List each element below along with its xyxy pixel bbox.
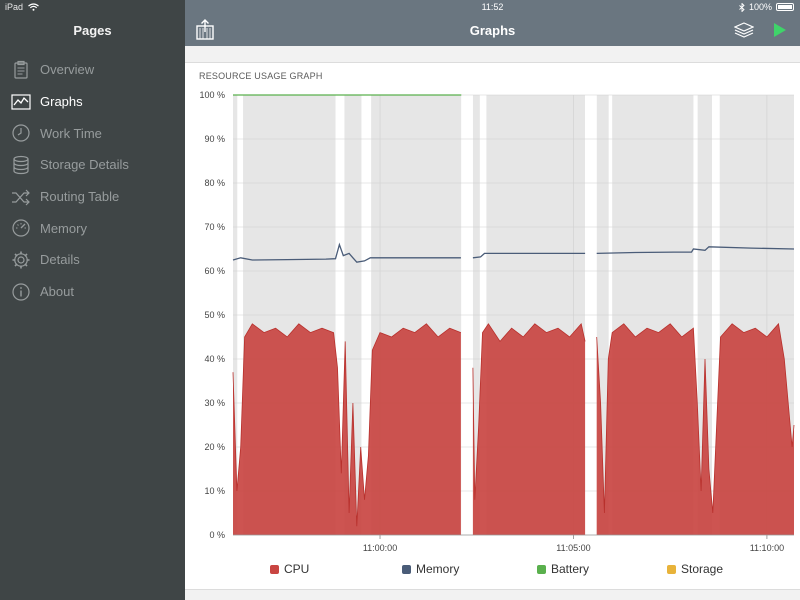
shuffle-icon	[11, 187, 31, 207]
legend-label: Storage	[681, 562, 724, 576]
cpu-area	[472, 323, 586, 535]
sidebar-item-label: Storage Details	[40, 157, 129, 173]
sidebar-item-label: Work Time	[40, 125, 102, 141]
layers-icon[interactable]	[734, 21, 754, 39]
info-icon	[11, 282, 31, 302]
share-icon[interactable]	[195, 18, 215, 40]
battery-icon	[776, 3, 794, 11]
clock: 11:52	[481, 2, 504, 12]
legend-item-cpu[interactable]: CPU	[270, 562, 309, 576]
play-icon[interactable]	[772, 21, 788, 39]
sidebar-item-label: Details	[40, 252, 80, 268]
sidebar-item-label: Graphs	[40, 94, 83, 110]
wifi-icon	[28, 3, 39, 11]
sidebar-item-label: Memory	[40, 220, 87, 236]
y-tick-label: 80 %	[204, 178, 225, 188]
chart-legend: CPU Memory Battery Storage	[185, 562, 800, 582]
sidebar-item-routing-table[interactable]: Routing Table	[0, 181, 185, 213]
legend-item-memory[interactable]: Memory	[402, 562, 459, 576]
data-gap	[585, 95, 597, 537]
nav-bar: 11:52 100% Graphs	[185, 0, 800, 46]
sidebar-item-overview[interactable]: Overview	[0, 54, 185, 86]
legend-label: Memory	[416, 562, 460, 576]
sidebar-item-details[interactable]: Details	[0, 244, 185, 276]
status-bar-left: iPad	[0, 0, 185, 14]
legend-item-storage[interactable]: Storage	[667, 562, 723, 576]
y-tick-label: 40 %	[204, 354, 225, 364]
y-tick-label: 90 %	[204, 134, 225, 144]
database-icon	[11, 155, 31, 175]
battery-percent: 100%	[748, 2, 772, 12]
data-gap	[461, 95, 473, 537]
legend-label: CPU	[284, 562, 310, 576]
resource-usage-chart: 0 % 10 % 20 % 30 % 40 % 50 % 60 % 70 % 80 % 90 % 1…	[199, 90, 795, 553]
y-tick-label: 60 %	[204, 266, 225, 276]
legend-label: Battery	[551, 562, 590, 576]
bluetooth-icon	[739, 2, 745, 12]
memory-line	[232, 242, 461, 263]
sidebar: iPad Pages Overview Graphs Work Time Storag…	[0, 0, 185, 600]
y-tick-label: 70 %	[204, 222, 225, 232]
main-pane: 11:52 100% Graphs RESOURCE USAGE GRAPH 0…	[185, 0, 800, 600]
legend-item-battery[interactable]: Battery	[537, 562, 589, 576]
y-tick-label: 100 %	[199, 90, 225, 100]
memory-line	[472, 252, 586, 259]
graph-card: RESOURCE USAGE GRAPH 0 % 10 % 20 % 30 % 40 %…	[185, 62, 800, 590]
device-label: iPad	[5, 2, 24, 12]
y-tick-label: 0 %	[209, 530, 225, 540]
graph-icon	[11, 92, 31, 112]
legend-swatch	[402, 564, 411, 574]
x-tick-label: 11:00:00	[363, 543, 397, 553]
page-title: Graphs	[469, 22, 516, 38]
memory-line	[596, 246, 795, 255]
section-title: RESOURCE USAGE GRAPH	[199, 71, 323, 81]
legend-swatch	[667, 564, 676, 574]
legend-swatch	[537, 564, 546, 574]
status-bar-right: 100%	[739, 2, 794, 12]
sidebar-item-storage-details[interactable]: Storage Details	[0, 149, 185, 181]
y-tick-label: 30 %	[204, 398, 225, 408]
cpu-line	[232, 323, 462, 527]
sidebar-nav: Overview Graphs Work Time Storage Details Ro…	[0, 54, 185, 308]
y-tick-label: 20 %	[204, 442, 225, 452]
cpu-area	[596, 323, 794, 535]
x-tick-label: 11:10:00	[750, 543, 784, 553]
y-tick-label: 50 %	[204, 310, 225, 320]
legend-swatch	[270, 564, 279, 574]
gauge-icon	[11, 218, 31, 238]
sidebar-item-graphs[interactable]: Graphs	[0, 86, 185, 118]
sidebar-item-memory[interactable]: Memory	[0, 212, 185, 244]
sidebar-item-label: Routing Table	[40, 189, 120, 205]
clock-icon	[11, 123, 31, 143]
y-tick-label: 10 %	[204, 486, 225, 496]
sidebar-item-label: Overview	[40, 62, 95, 78]
clipboard-icon	[11, 60, 31, 80]
sidebar-item-about[interactable]: About	[0, 276, 185, 308]
sidebar-item-work-time[interactable]: Work Time	[0, 117, 185, 149]
sidebar-title: Pages	[73, 22, 112, 38]
x-tick-label: 11:05:00	[556, 543, 590, 553]
gear-icon	[11, 250, 31, 270]
cpu-line	[596, 322, 795, 514]
cpu-line	[472, 322, 586, 500]
sidebar-item-label: About	[40, 284, 74, 300]
